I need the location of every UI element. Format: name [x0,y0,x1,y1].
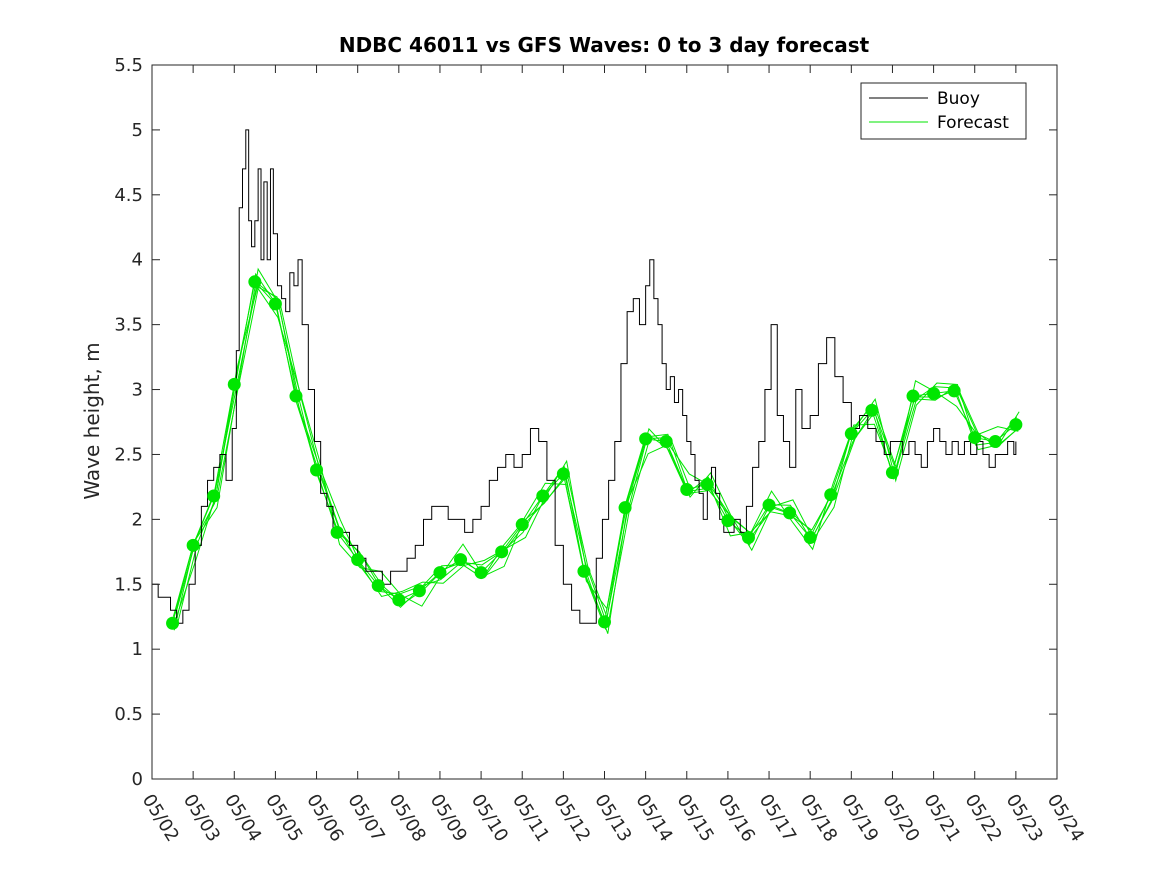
forecast-point-32 [824,488,838,502]
y-tick-label-3: 1.5 [114,574,143,595]
forecast-point-13 [433,566,447,580]
forecast-point-28 [741,531,755,545]
legend-forecast-label: Forecast [937,113,1009,133]
forecast-point-4 [248,275,262,289]
forecast-point-5 [268,297,282,311]
y-tick-label-7: 3.5 [114,315,143,336]
forecast-point-2 [207,489,221,503]
forecast-point-11 [392,593,406,607]
forecast-point-19 [556,467,570,481]
forecast-point-37 [927,386,941,400]
forecast-point-15 [474,566,488,580]
forecast-point-34 [865,403,879,417]
forecast-point-33 [844,427,858,441]
legend-buoy-label: Buoy [937,89,980,109]
buoy-line [152,129,1017,624]
forecast-point-35 [885,466,899,480]
forecast-point-38 [947,384,961,398]
forecast-point-40 [988,434,1002,448]
chart-title: NDBC 46011 vs GFS Waves: 0 to 3 day fore… [339,33,870,57]
forecast-point-31 [803,531,817,545]
forecast-point-24 [659,434,673,448]
forecast-point-0 [166,616,180,630]
forecast-point-9 [351,553,365,567]
y-tick-label-8: 4 [132,250,143,271]
y-tick-label-11: 5.5 [114,55,143,76]
forecast-point-39 [968,431,982,445]
plot-area [152,129,1023,634]
forecast-line-5 [176,283,1021,628]
forecast-point-17 [515,518,529,532]
forecast-point-1 [186,538,200,552]
forecast-point-27 [721,514,735,528]
y-tick-label-9: 4.5 [114,185,143,206]
forecast-point-18 [536,489,550,503]
y-tick-label-6: 3 [132,380,143,401]
y-tick-label-5: 2.5 [114,444,143,465]
y-tick-label-4: 2 [132,509,143,530]
forecast-point-7 [310,463,324,477]
forecast-point-26 [700,477,714,491]
forecast-point-20 [577,564,591,578]
forecast-point-30 [783,506,797,520]
forecast-point-8 [330,525,344,539]
series-layer [152,129,1023,634]
forecast-point-16 [495,545,509,559]
y-tick-label-0: 0 [132,769,143,790]
forecast-point-6 [289,389,303,403]
y-axis-label: Wave height, m [80,342,104,499]
forecast-point-41 [1009,418,1023,432]
y-tick-label-1: 0.5 [114,704,143,725]
forecast-point-10 [371,579,385,593]
forecast-point-22 [618,501,632,515]
y-tick-label-2: 1 [132,639,143,660]
legend: Buoy Forecast [860,82,1027,140]
forecast-point-12 [412,584,426,598]
forecast-point-3 [227,377,241,391]
forecast-point-23 [639,432,653,446]
forecast-point-29 [762,498,776,512]
forecast-point-25 [680,483,694,497]
forecast-point-14 [454,553,468,567]
forecast-point-21 [598,615,611,629]
forecast-point-36 [906,389,920,403]
legend-box [860,82,1027,140]
y-tick-label-10: 5 [132,120,143,141]
